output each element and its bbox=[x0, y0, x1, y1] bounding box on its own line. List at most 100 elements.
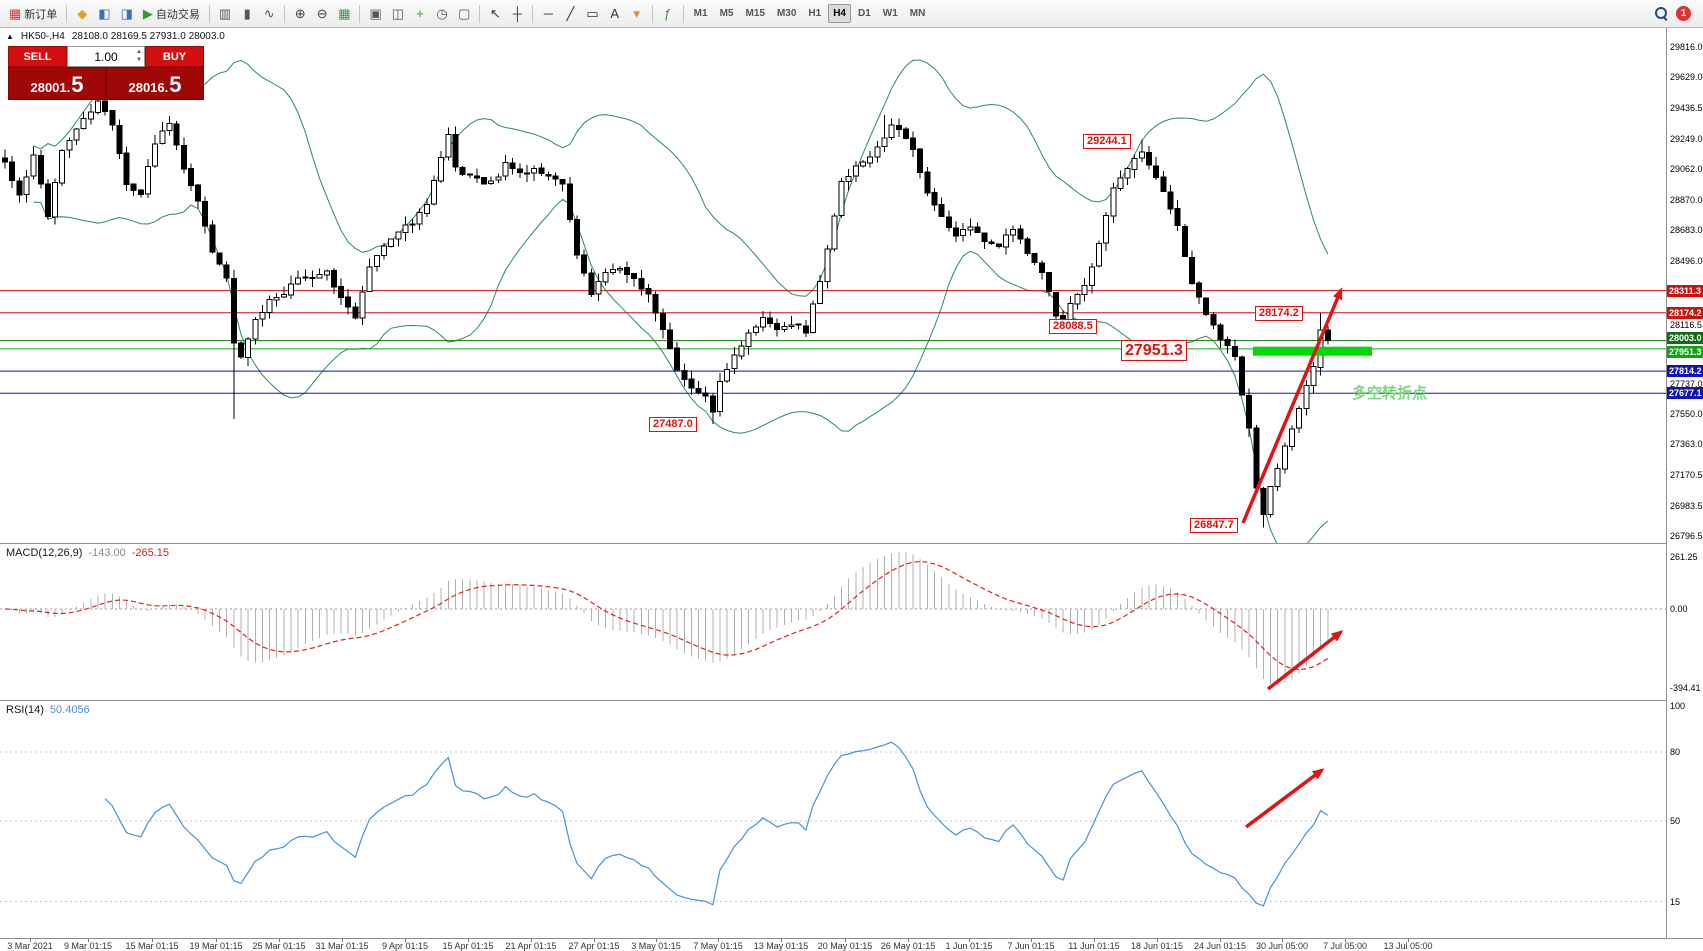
rsi-axis-label: 100 bbox=[1670, 701, 1686, 711]
sell-price-big-digit: 5 bbox=[71, 72, 84, 97]
price-tick-label: 26796.5 bbox=[1670, 530, 1703, 541]
rsi-panel[interactable] bbox=[0, 701, 1666, 938]
timeframe-h4-button[interactable]: H4 bbox=[828, 4, 851, 23]
timeframe-m1-button[interactable]: M1 bbox=[689, 4, 713, 23]
main-toolbar: ▦ 新订单 ◆ ◧ ◨ ▶ 自动交易 ▥ ▮ ∿ ⊕ ⊖ ▦ ▣ ◫ + ◷ ▢ ↖ ┼ ─ ╱ ▭ A ▾ ƒ M1 M5 M15 M3… bbox=[0, 0, 1703, 28]
bar-chart-button[interactable]: ▥ bbox=[214, 3, 236, 25]
tile-windows-button[interactable]: ▦ bbox=[333, 3, 355, 25]
macd-indicator-label: MACD(12,26,9) -143.00 -265.15 bbox=[6, 547, 169, 559]
toolbar-separator bbox=[359, 4, 361, 23]
timeframe-h1-button[interactable]: H1 bbox=[803, 4, 826, 23]
new-order-button[interactable]: ▦ 新订单 bbox=[4, 3, 62, 25]
candlestick-chart-button[interactable]: ▮ bbox=[236, 3, 258, 25]
toolbar-separator bbox=[479, 4, 481, 23]
crosshair-tool-icon: ┼ bbox=[512, 6, 522, 21]
candlestick-chart[interactable] bbox=[0, 28, 1666, 543]
time-tick bbox=[1157, 939, 1158, 942]
chart-title: HK50-,H4 bbox=[20, 31, 65, 42]
sell-price-main: 28001. bbox=[30, 80, 71, 95]
time-label: 1 Jun 01:15 bbox=[945, 941, 993, 951]
time-label: 27 Apr 01:15 bbox=[568, 941, 620, 951]
arrange-windows-button[interactable]: ◫ bbox=[387, 3, 409, 25]
cursor-tool-button[interactable]: ↖ bbox=[484, 3, 506, 25]
macd-main-value: -143.00 bbox=[88, 547, 126, 559]
data-window-button[interactable]: ◨ bbox=[116, 3, 138, 25]
bar-chart-icon: ▥ bbox=[218, 6, 232, 21]
buy-price[interactable]: 28016. 5 bbox=[106, 67, 204, 100]
new-chart-button[interactable]: + bbox=[409, 3, 431, 25]
price-tick-label: 28116.5 bbox=[1670, 320, 1702, 331]
text-tool-button[interactable]: A bbox=[604, 3, 626, 25]
zoom-in-button[interactable]: ⊕ bbox=[289, 3, 311, 25]
time-label: 9 Apr 01:15 bbox=[381, 941, 429, 951]
toolbar-separator bbox=[66, 4, 68, 23]
strategy-tester-icon: ◆ bbox=[77, 6, 88, 21]
price-level-badge: 28174.2 bbox=[1667, 306, 1703, 319]
time-tick bbox=[1408, 939, 1409, 942]
auto-trading-button[interactable]: ▶ 自动交易 bbox=[138, 3, 205, 25]
timeframe-m5-button[interactable]: M5 bbox=[715, 4, 739, 23]
spinner-down-icon[interactable]: ▼ bbox=[136, 57, 142, 63]
time-label: 19 Mar 01:15 bbox=[189, 941, 243, 951]
price-level-badge: 28003.0 bbox=[1667, 331, 1703, 344]
sell-price[interactable]: 28001. 5 bbox=[8, 67, 106, 100]
arrow-objects-icon: ▾ bbox=[633, 6, 640, 21]
period-cycles-button[interactable]: ◷ bbox=[431, 3, 453, 25]
trendline-tool-button[interactable]: ╱ bbox=[559, 3, 581, 25]
price-level-badge: 27677.1 bbox=[1667, 387, 1703, 400]
time-tick bbox=[1094, 939, 1095, 942]
price-tick-label: 28496.0 bbox=[1670, 255, 1703, 266]
strategy-tester-button[interactable]: ◆ bbox=[71, 3, 93, 25]
price-axis[interactable]: 29816.0 29629.0 29436.5 29249.0 29062.0 28870… bbox=[1666, 28, 1703, 938]
time-tick bbox=[845, 939, 846, 942]
time-tick bbox=[405, 939, 406, 942]
cascade-windows-button[interactable]: ▣ bbox=[364, 3, 386, 25]
price-tick-label: 27737.0 bbox=[1670, 378, 1703, 389]
indicators-icon: ƒ bbox=[664, 6, 672, 21]
zoom-out-button[interactable]: ⊖ bbox=[311, 3, 333, 25]
timeframe-mn-button[interactable]: MN bbox=[905, 4, 931, 23]
volume-input[interactable]: 1.00 ▲ ▼ bbox=[67, 46, 145, 67]
time-tick bbox=[216, 939, 217, 942]
timeframe-m30-button[interactable]: M30 bbox=[772, 4, 801, 23]
macd-histogram bbox=[11, 552, 1329, 686]
crosshair-tool-button[interactable]: ┼ bbox=[506, 3, 528, 25]
shapes-tool-button[interactable]: ▭ bbox=[581, 3, 603, 25]
buy-button[interactable]: BUY bbox=[145, 46, 204, 67]
price-tick-label: 29062.0 bbox=[1670, 164, 1703, 175]
time-label: 18 Jun 01:15 bbox=[1130, 941, 1184, 951]
symbol-marker-icon: ▲ bbox=[6, 32, 14, 41]
support-highlight-zone[interactable] bbox=[1253, 346, 1372, 356]
timeframe-w1-button[interactable]: W1 bbox=[878, 4, 903, 23]
timeframe-m15-button[interactable]: M15 bbox=[740, 4, 769, 23]
notification-badge[interactable]: 1 bbox=[1676, 6, 1691, 21]
price-tick-label: 26983.5 bbox=[1670, 500, 1703, 511]
macd-panel[interactable] bbox=[0, 544, 1666, 700]
text-tool-icon: A bbox=[610, 6, 619, 21]
price-tick-label: 29629.0 bbox=[1670, 72, 1703, 83]
profiles-button[interactable]: ◧ bbox=[93, 3, 115, 25]
search-icon[interactable] bbox=[1655, 7, 1668, 20]
time-axis[interactable]: 3 Mar 2021 9 Mar 01:15 15 Mar 01:15 19 Mar … bbox=[0, 939, 1703, 951]
time-label: 24 Jun 01:15 bbox=[1193, 941, 1247, 951]
time-tick bbox=[468, 939, 469, 942]
horizontal-line-tool-icon: ─ bbox=[543, 6, 553, 21]
spinner-up-icon[interactable]: ▲ bbox=[136, 49, 142, 55]
volume-value: 1.00 bbox=[94, 49, 118, 64]
auto-trading-button-label: 自动交易 bbox=[155, 8, 200, 21]
timeframe-d1-button[interactable]: D1 bbox=[853, 4, 876, 23]
line-chart-icon: ∿ bbox=[263, 6, 275, 21]
volume-spinner[interactable]: ▲ ▼ bbox=[136, 48, 142, 64]
main-chart-panel[interactable] bbox=[0, 28, 1666, 543]
snapshot-button[interactable]: ▢ bbox=[453, 3, 475, 25]
panel-separator-rsi[interactable] bbox=[0, 700, 1703, 701]
horizontal-line-tool-button[interactable]: ─ bbox=[537, 3, 559, 25]
panel-separator-macd[interactable] bbox=[0, 543, 1703, 544]
time-label: 31 Mar 01:15 bbox=[315, 941, 369, 951]
sell-button[interactable]: SELL bbox=[8, 46, 67, 67]
indicators-button[interactable]: ƒ bbox=[657, 3, 679, 25]
time-tick bbox=[656, 939, 657, 942]
time-tick bbox=[969, 939, 970, 942]
line-chart-button[interactable]: ∿ bbox=[258, 3, 280, 25]
arrow-objects-button[interactable]: ▾ bbox=[626, 3, 648, 25]
